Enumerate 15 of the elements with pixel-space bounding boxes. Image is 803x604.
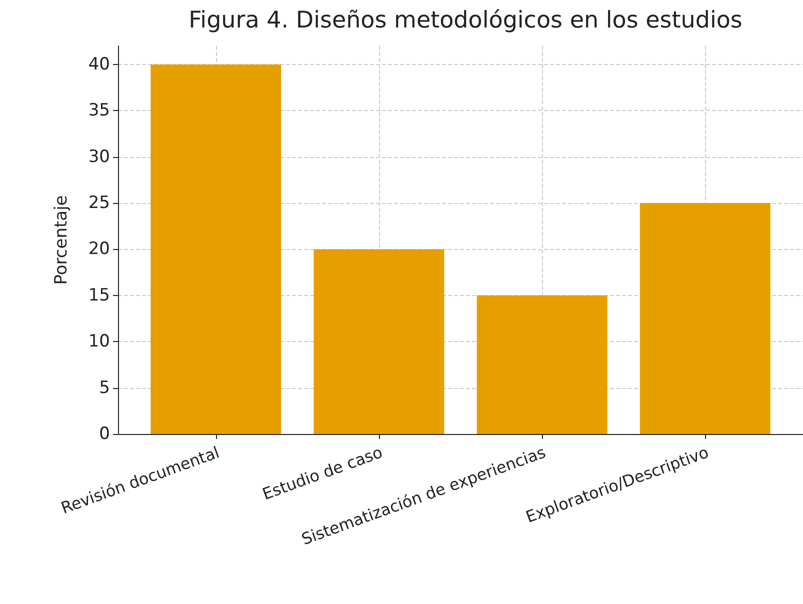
y-tick-label: 20 [88, 239, 110, 260]
bar [314, 249, 444, 434]
y-tick-label: 30 [88, 146, 110, 167]
y-tick-label: 25 [88, 193, 110, 214]
y-tick-label: 35 [88, 100, 110, 121]
bar [476, 295, 608, 434]
y-tick-label: 15 [88, 285, 110, 306]
y-tick-label: 0 [99, 424, 110, 444]
bar [640, 203, 770, 434]
chart-title: Figura 4. Diseños metodológicos en los estudios [188, 8, 742, 34]
y-tick-label: 5 [99, 378, 110, 398]
y-axis-title: Porcentaje [52, 195, 72, 285]
y-tick-label: 40 [88, 54, 110, 74]
y-tick-label: 10 [88, 332, 110, 352]
bar [150, 64, 282, 434]
